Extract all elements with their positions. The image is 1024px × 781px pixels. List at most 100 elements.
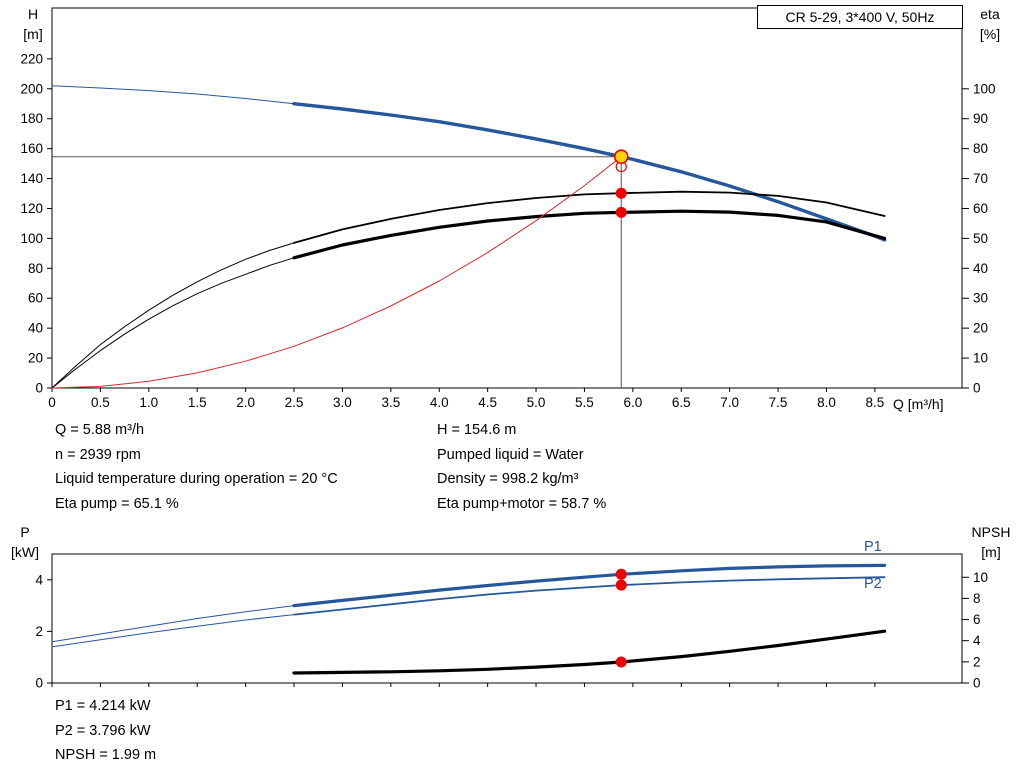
- y-right-tick-label: 90: [973, 111, 988, 126]
- p2-curve: [293, 576, 886, 616]
- y-right-tick-label: 50: [973, 231, 988, 246]
- y-left-tick-label: 100: [20, 231, 43, 246]
- y-left-tick-label: 20: [28, 351, 43, 366]
- info-line-liquid: Pumped liquid = Water: [437, 446, 584, 463]
- eta-axis-unit: [%]: [979, 26, 1001, 42]
- info-line-p1: P1 = 4.214 kW: [55, 698, 151, 714]
- system-curve: [51, 156, 622, 389]
- y-right-tick-label: 70: [973, 171, 988, 186]
- y-left-tick-label: 120: [20, 201, 43, 216]
- eta-pump-motor-point: [615, 206, 627, 218]
- q-axis-label: Q [m³/h]: [893, 396, 944, 412]
- duty-info-left: Q = 5.88 m³/h n = 2939 rpm Liquid temper…: [55, 418, 338, 516]
- p-axis-unit: [kW]: [11, 544, 39, 560]
- h-axis-symbol: H: [27, 6, 39, 22]
- x-tick-label: 4.5: [478, 395, 497, 410]
- y-right-tick-label: 30: [973, 291, 988, 306]
- x-tick-label: 1.5: [188, 395, 207, 410]
- plot-frame: [51, 553, 963, 684]
- y-right-tick-label: 0: [973, 676, 981, 691]
- x-tick-label: 4.0: [430, 395, 449, 410]
- pump-curve-thin: [51, 85, 295, 105]
- y-left-tick-label: 220: [20, 51, 43, 66]
- y-left-tick-label: 2: [35, 624, 43, 639]
- info-line-p2: P2 = 3.796 kW: [55, 722, 151, 739]
- eta-axis-label: eta [%]: [966, 4, 1014, 44]
- y-right-tick-label: 10: [973, 351, 988, 366]
- x-tick-label: 8.5: [865, 395, 884, 410]
- npsh-axis-symbol: NPSH: [971, 524, 1011, 540]
- info-line-head: H = 154.6 m: [437, 422, 517, 438]
- x-tick-label: 3.5: [381, 395, 400, 410]
- duty-info-right: H = 154.6 m Pumped liquid = Water Densit…: [437, 418, 606, 516]
- y-left-tick-label: 200: [20, 81, 43, 96]
- h-axis-label: H [m]: [13, 4, 53, 44]
- plot-frame: [51, 7, 963, 389]
- p1-curve: [292, 563, 887, 608]
- p1-point: [615, 568, 627, 580]
- p2-point: [615, 579, 627, 591]
- y-right-tick-label: 0: [973, 381, 981, 396]
- y-left-tick-label: 4: [35, 572, 43, 587]
- pump-curve: [292, 102, 887, 242]
- x-tick-label: 7.5: [769, 395, 788, 410]
- x-tick-label: 2.5: [285, 395, 304, 410]
- y-right-tick-label: 60: [973, 201, 988, 216]
- npsh-point: [615, 656, 627, 668]
- npsh-axis-label: NPSH [m]: [962, 522, 1020, 562]
- p-axis-label: P [kW]: [2, 522, 48, 562]
- x-tick-label: 2.0: [236, 395, 255, 410]
- y-right-tick-label: 40: [973, 261, 988, 276]
- p1-curve-thin: [51, 605, 295, 643]
- x-tick-label: 1.0: [139, 395, 158, 410]
- x-tick-label: 3.0: [333, 395, 352, 410]
- pump-model-box: CR 5-29, 3*400 V, 50Hz: [757, 5, 963, 29]
- info-line-temperature: Liquid temperature during operation = 20…: [55, 471, 338, 487]
- y-right-tick-label: 8: [973, 591, 981, 606]
- power-npsh-chart: 0 2 4 0 2 4 6 8 10: [35, 553, 988, 691]
- y-left-tick-label: 180: [20, 111, 43, 126]
- y-right-tick-label: 2: [973, 654, 981, 669]
- y-right-tick-label: 10: [973, 570, 988, 585]
- info-line-eta-total: Eta pump+motor = 58.7 %: [437, 495, 607, 512]
- duty-point[interactable]: [613, 149, 629, 165]
- info-line-eta-pump: Eta pump = 65.1 %: [55, 495, 179, 512]
- x-tick-label: 5.5: [575, 395, 594, 410]
- x-tick-label: 8.0: [817, 395, 836, 410]
- y-left-tick-label: 40: [28, 321, 43, 336]
- y-left-tick-label: 80: [28, 261, 43, 276]
- eta-axis-symbol: eta: [980, 6, 1000, 22]
- eta-pump-point: [615, 187, 627, 199]
- eta-pump-curve: [293, 190, 886, 244]
- y-left-tick-label: 0: [35, 381, 43, 396]
- npsh-axis-unit: [m]: [981, 544, 1001, 560]
- eta-pump-curve-thin: [51, 242, 295, 389]
- y-left-tick-label: 140: [20, 171, 43, 186]
- y-right-tick-label: 20: [973, 321, 988, 336]
- power-info: P1 = 4.214 kW P2 = 3.796 kW NPSH = 1.99 …: [55, 694, 156, 768]
- qh-eta-chart: 0 0.5 1.0 1.5 2.0 2.5 3.0 3.5 4.0 4.5 5.0 5.5 6.0 6.5…: [20, 7, 996, 410]
- npsh-curve: [292, 629, 887, 675]
- p2-curve-thin: [51, 614, 295, 648]
- eta-pump-motor-curve-thin: [51, 257, 295, 389]
- p2-curve-label: P2: [864, 576, 882, 592]
- y-right-tick-label: 6: [973, 612, 981, 627]
- x-tick-label: 6.5: [672, 395, 691, 410]
- x-tick-label: 0: [48, 395, 56, 410]
- y-right-tick-label: 80: [973, 141, 988, 156]
- y-left-tick-label: 0: [35, 676, 43, 691]
- info-line-q: Q = 5.88 m³/h: [55, 422, 145, 438]
- x-tick-label: 6.0: [623, 395, 642, 410]
- info-line-npsh: NPSH = 1.99 m: [55, 747, 157, 763]
- x-tick-label: 5.0: [527, 395, 546, 410]
- y-right-tick-label: 4: [973, 633, 981, 648]
- p-axis-symbol: P: [20, 524, 30, 540]
- eta-pump-motor-curve: [292, 209, 887, 260]
- y-right-tick-label: 100: [973, 81, 996, 96]
- info-line-density: Density = 998.2 kg/m³: [437, 471, 579, 487]
- x-tick-label: 7.0: [720, 395, 739, 410]
- x-tick-label: 0.5: [91, 395, 110, 410]
- y-left-tick-label: 60: [28, 291, 43, 306]
